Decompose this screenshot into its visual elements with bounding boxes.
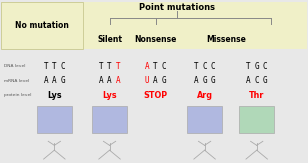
Text: Missense: Missense [206,35,246,44]
Text: T: T [99,62,103,71]
FancyBboxPatch shape [37,106,72,133]
FancyBboxPatch shape [239,106,274,133]
Text: G: G [211,76,216,85]
Text: Lys: Lys [47,91,62,100]
Text: C: C [254,76,259,85]
FancyBboxPatch shape [187,106,222,133]
Text: A: A [99,76,103,85]
Text: U: U [145,76,149,85]
FancyBboxPatch shape [1,1,307,49]
Text: protein level: protein level [4,93,31,97]
Text: C: C [162,62,166,71]
Text: T: T [116,62,120,71]
Text: G: G [202,76,207,85]
Text: T: T [194,62,198,71]
Text: C: C [202,62,207,71]
Text: Nonsense: Nonsense [134,35,177,44]
Text: DNA level: DNA level [4,64,25,68]
Text: T: T [153,62,158,71]
Text: G: G [263,76,268,85]
Text: A: A [194,76,198,85]
Text: T: T [43,62,48,71]
Text: T: T [107,62,112,71]
Text: C: C [211,62,216,71]
Text: A: A [246,76,250,85]
Text: Point mutations: Point mutations [139,3,215,12]
Text: A: A [153,76,158,85]
FancyBboxPatch shape [1,1,83,49]
Text: G: G [162,76,166,85]
Text: A: A [52,76,57,85]
Text: Arg: Arg [197,91,213,100]
Text: A: A [116,76,120,85]
Text: G: G [254,62,259,71]
Text: A: A [43,76,48,85]
Text: A: A [145,62,149,71]
Text: Lys: Lys [102,91,117,100]
Text: G: G [61,76,65,85]
FancyBboxPatch shape [92,106,127,133]
Text: C: C [263,62,268,71]
Text: Silent: Silent [97,35,122,44]
Text: Thr: Thr [249,91,264,100]
Text: No mutation: No mutation [15,21,69,30]
Text: STOP: STOP [144,91,168,100]
Text: C: C [61,62,65,71]
Text: A: A [107,76,112,85]
Text: T: T [246,62,250,71]
Text: T: T [52,62,57,71]
Text: mRNA level: mRNA level [4,79,29,83]
